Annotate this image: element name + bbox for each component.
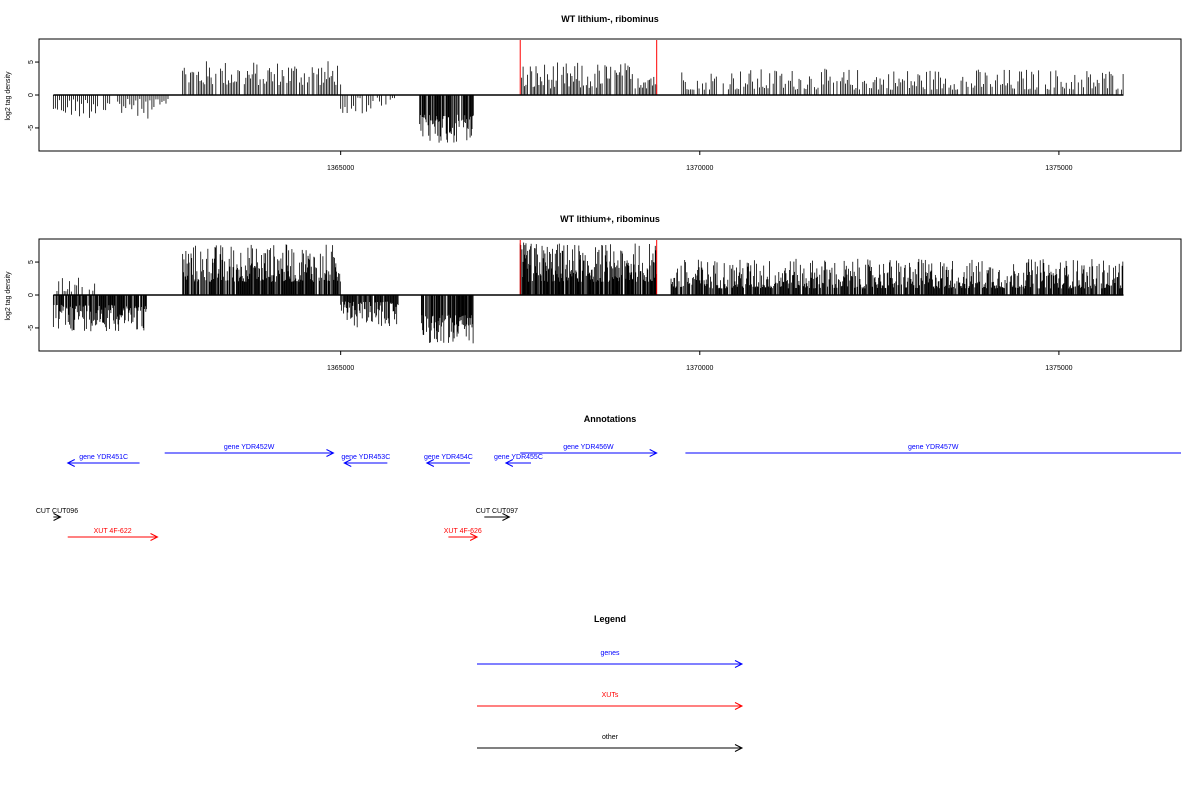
- y-tick-label: 0: [28, 293, 35, 297]
- annotation-feature: gene YDR453C: [341, 454, 390, 467]
- legend-title: Legend: [594, 614, 626, 624]
- legend-label: genes: [600, 650, 620, 657]
- legend-item: genes: [477, 650, 744, 668]
- arrow-left-icon: [425, 459, 435, 467]
- feature-label: gene YDR456W: [563, 444, 614, 451]
- arrow-right-icon: [734, 660, 744, 668]
- x-axis: 1365000 1370000 1375000: [327, 151, 1073, 172]
- annotation-feature: gene YDR451C: [66, 454, 140, 467]
- arrow-right-icon: [469, 533, 479, 541]
- legend: Legend genes XUTs other: [477, 614, 744, 752]
- panel-title: WT lithium-, ribominus: [561, 14, 659, 24]
- y-axis: -5 0 5: [28, 60, 39, 131]
- annotation-feature: CUT CUT097: [476, 508, 518, 521]
- arrow-right-icon: [502, 513, 511, 521]
- x-tick-label: 1365000: [327, 365, 354, 372]
- annotation-feature: XUT 4F-622: [67, 528, 159, 541]
- annotation-items: gene YDR451C gene YDR452W gene YDR453C gene…: [36, 444, 1181, 541]
- x-axis: 1365000 1370000 1375000: [327, 351, 1073, 372]
- legend-label: XUTs: [602, 692, 619, 699]
- annotation-feature: gene YDR456W: [520, 444, 658, 457]
- y-axis-label: log2 tag density: [5, 271, 12, 321]
- y-tick-label: -5: [28, 325, 35, 331]
- feature-label: gene YDR454C: [424, 454, 473, 461]
- x-tick-label: 1370000: [686, 165, 713, 172]
- arrow-right-icon: [53, 513, 62, 521]
- arrow-right-icon: [734, 702, 744, 710]
- legend-item: XUTs: [477, 692, 744, 710]
- highlight-bars: [519, 40, 658, 95]
- highlight-bars: [519, 240, 658, 295]
- feature-label: XUT 4F-622: [94, 528, 132, 535]
- density-bars: [52, 242, 1124, 344]
- x-tick-label: 1375000: [1045, 365, 1072, 372]
- y-tick-label: 5: [28, 260, 35, 264]
- annotation-feature: gene YDR452W: [164, 444, 335, 457]
- feature-label: gene YDR451C: [79, 454, 128, 461]
- arrow-right-icon: [649, 449, 658, 457]
- x-tick-label: 1370000: [686, 365, 713, 372]
- feature-label: gene YDR457W: [908, 444, 959, 451]
- feature-label: CUT CUT096: [36, 508, 78, 515]
- legend-item: other: [477, 734, 744, 752]
- y-axis-label: log2 tag density: [5, 71, 12, 121]
- arrow-right-icon: [150, 533, 159, 541]
- panel-title: WT lithium+, ribominus: [560, 214, 660, 224]
- arrow-left-icon: [343, 459, 352, 467]
- x-tick-label: 1365000: [327, 165, 354, 172]
- arrow-left-icon: [66, 459, 75, 467]
- track-panel-lithium-plus: WT lithium+, ribominus log2 tag density …: [5, 214, 1182, 372]
- y-tick-label: 5: [28, 60, 35, 64]
- y-tick-label: 0: [28, 93, 35, 97]
- annotation-feature: XUT 4F-626: [444, 528, 482, 541]
- x-tick-label: 1375000: [1045, 165, 1072, 172]
- annotation-feature: gene YDR457W: [685, 444, 1181, 454]
- legend-items: genes XUTs other: [477, 650, 744, 752]
- feature-label: gene YDR455C: [494, 454, 543, 461]
- feature-label: gene YDR452W: [224, 444, 275, 451]
- feature-label: XUT 4F-626: [444, 528, 482, 535]
- feature-label: CUT CUT097: [476, 508, 518, 515]
- arrow-right-icon: [326, 449, 335, 457]
- annotation-feature: gene YDR455C: [494, 454, 543, 467]
- y-axis: -5 0 5: [28, 260, 39, 331]
- annotations-title: Annotations: [584, 414, 637, 424]
- legend-label: other: [602, 734, 619, 741]
- arrow-left-icon: [504, 459, 514, 467]
- annotation-feature: gene YDR454C: [424, 454, 473, 467]
- annotation-feature: CUT CUT096: [36, 508, 78, 521]
- feature-label: gene YDR453C: [341, 454, 390, 461]
- track-panel-lithium-minus: WT lithium-, ribominus log2 tag density …: [5, 14, 1182, 172]
- arrow-right-icon: [734, 744, 744, 752]
- density-bars: [52, 61, 1124, 143]
- y-tick-label: -5: [28, 125, 35, 131]
